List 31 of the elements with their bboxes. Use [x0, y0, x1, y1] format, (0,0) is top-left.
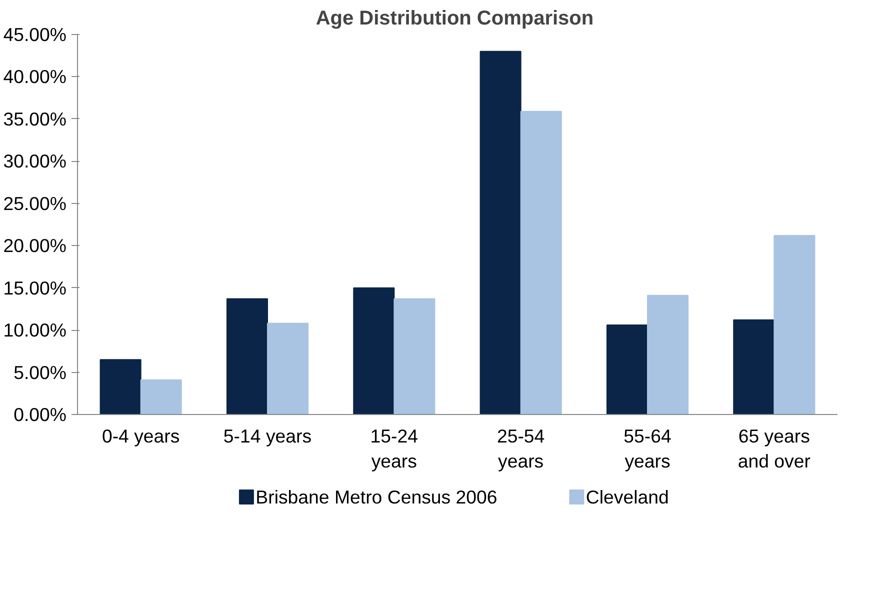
- bar: [226, 298, 268, 414]
- y-tick-label: 35.00%: [3, 108, 67, 130]
- bar: [733, 319, 775, 414]
- bar: [647, 294, 689, 414]
- bar: [520, 110, 562, 414]
- y-tick-label: 40.00%: [3, 66, 67, 88]
- y-tick-label: 25.00%: [3, 192, 67, 214]
- bar: [606, 324, 648, 414]
- legend-label: Cleveland: [586, 486, 669, 508]
- x-tick-label: 5-14 years: [223, 426, 312, 446]
- y-tick-label: 30.00%: [3, 150, 67, 172]
- y-tick-label: 20.00%: [3, 235, 67, 256]
- chart-title: Age Distribution Comparison: [316, 8, 594, 30]
- bar: [774, 234, 816, 414]
- x-tick-label: 15-24 years: [370, 426, 418, 472]
- bar: [394, 298, 436, 414]
- legend-label: Brisbane Metro Census 2006: [256, 486, 498, 508]
- bar: [100, 359, 142, 414]
- x-tick-label: 25-54 years: [496, 426, 545, 472]
- x-tick-label: 0-4 years: [102, 426, 180, 446]
- x-tick-label: 55-64 years: [624, 426, 672, 472]
- y-tick-label: 5.00%: [14, 362, 67, 383]
- bar: [267, 322, 309, 414]
- y-tick-label: 0.00%: [14, 404, 67, 425]
- y-tick-label: 10.00%: [3, 320, 67, 341]
- x-tick-label: 65 years and over: [738, 426, 810, 472]
- y-tick-label: 15.00%: [3, 277, 67, 298]
- y-tick-label: 45.00%: [3, 24, 67, 45]
- bar: [353, 287, 395, 414]
- bar: [480, 50, 522, 414]
- bar: [140, 379, 182, 414]
